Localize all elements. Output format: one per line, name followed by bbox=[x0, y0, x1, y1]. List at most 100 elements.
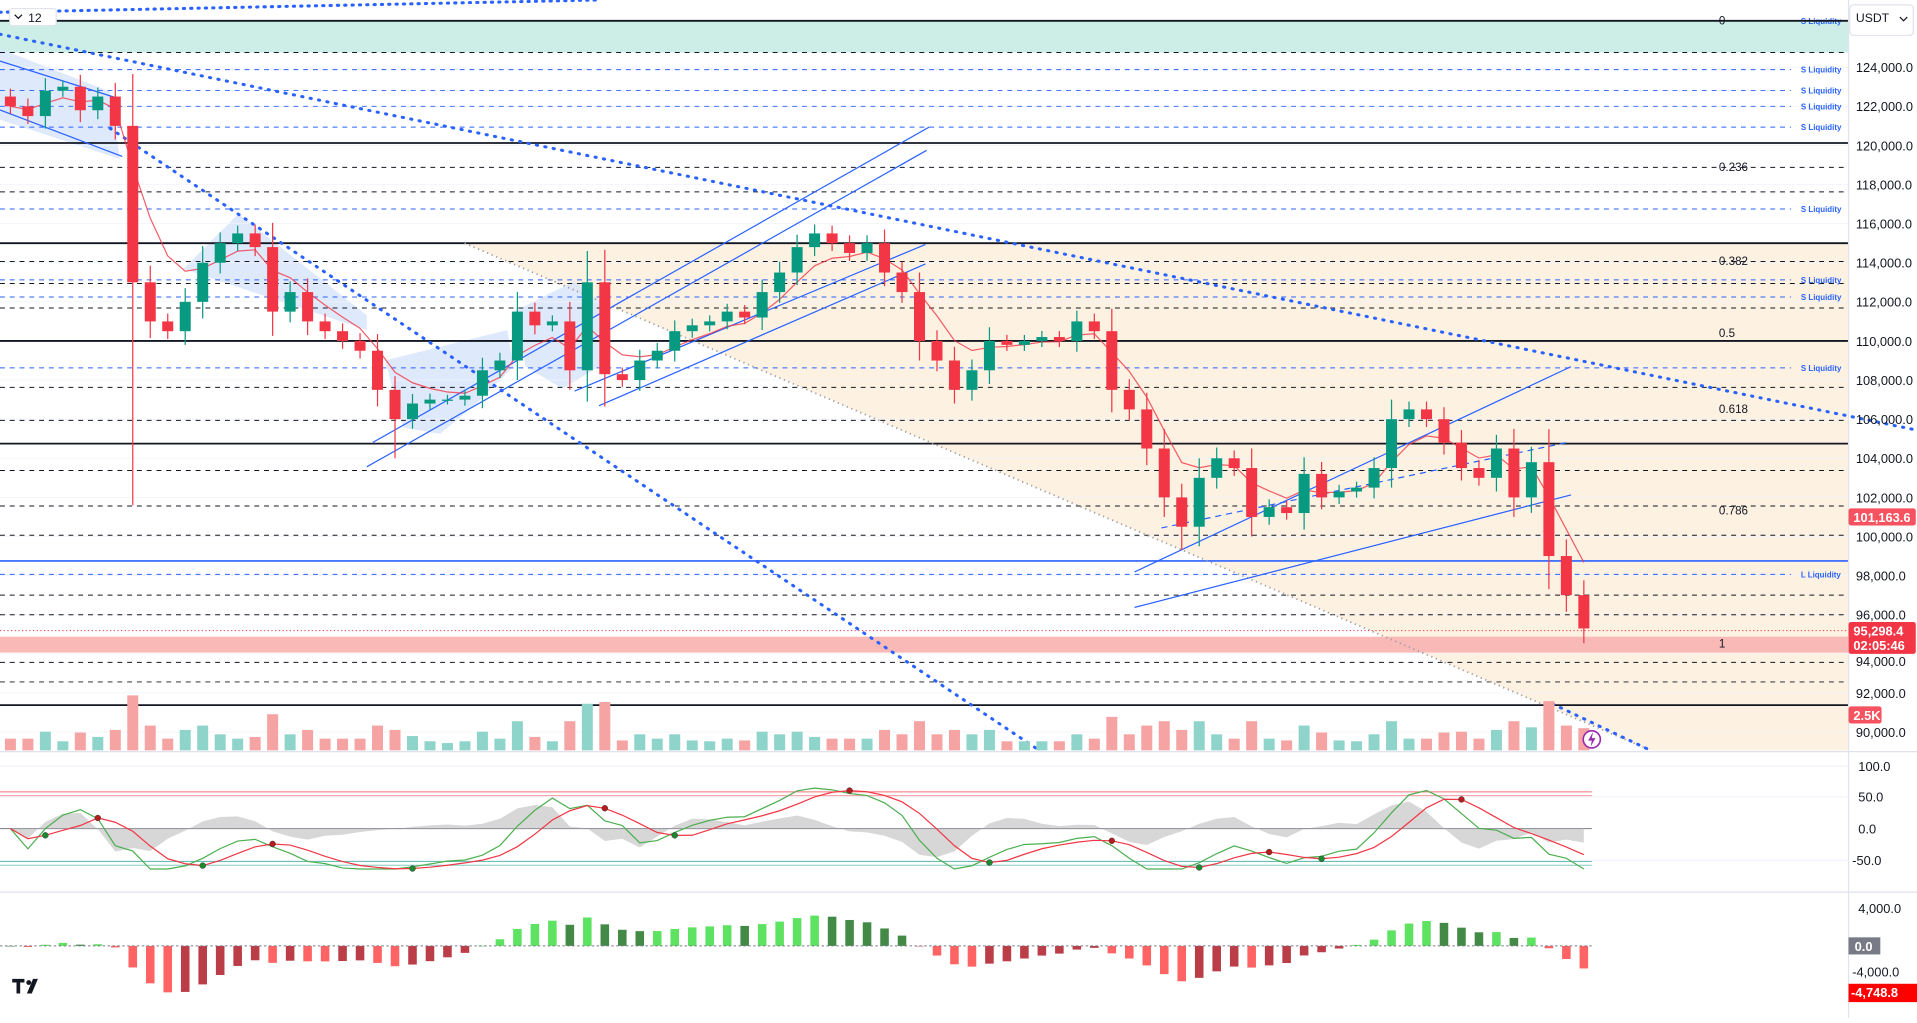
candle[interactable] bbox=[1578, 580, 1590, 644]
candle[interactable] bbox=[809, 224, 821, 257]
candle[interactable] bbox=[774, 261, 786, 303]
candle[interactable] bbox=[1263, 499, 1275, 525]
candle[interactable] bbox=[1525, 446, 1537, 513]
candle[interactable] bbox=[1141, 392, 1153, 466]
candle[interactable] bbox=[1298, 457, 1310, 530]
candle[interactable] bbox=[22, 98, 34, 124]
candle[interactable] bbox=[127, 74, 139, 506]
candle[interactable] bbox=[861, 235, 873, 261]
candle[interactable] bbox=[511, 292, 523, 381]
candle[interactable] bbox=[1001, 334, 1013, 351]
candle[interactable] bbox=[57, 80, 69, 97]
candle[interactable] bbox=[599, 249, 611, 407]
candle[interactable] bbox=[1316, 461, 1328, 510]
dotted-trendline-top[interactable] bbox=[0, 0, 601, 14]
candle[interactable] bbox=[1176, 483, 1188, 551]
channel-line-3[interactable] bbox=[574, 243, 926, 392]
candle[interactable] bbox=[1071, 310, 1083, 352]
candle[interactable] bbox=[1246, 448, 1258, 537]
currency-select[interactable] bbox=[1849, 4, 1914, 37]
candle[interactable] bbox=[844, 235, 856, 261]
candle[interactable] bbox=[966, 359, 978, 401]
candle[interactable] bbox=[1421, 401, 1433, 427]
candle[interactable] bbox=[302, 278, 314, 336]
candle[interactable] bbox=[4, 88, 16, 115]
candle[interactable] bbox=[791, 234, 803, 286]
candle[interactable] bbox=[826, 225, 838, 252]
candle[interactable] bbox=[616, 367, 628, 387]
candle[interactable] bbox=[284, 281, 296, 323]
candle[interactable] bbox=[948, 346, 960, 404]
channel-line-2[interactable] bbox=[372, 126, 930, 443]
dotted-trendline-support-end[interactable] bbox=[1551, 702, 1653, 752]
candle[interactable] bbox=[1053, 330, 1065, 348]
channel-line-4[interactable] bbox=[598, 263, 926, 407]
candle[interactable] bbox=[739, 304, 751, 325]
dotted-trendline-steep[interactable] bbox=[108, 126, 1041, 752]
candle[interactable] bbox=[1543, 429, 1555, 590]
candle[interactable] bbox=[529, 302, 541, 335]
candle[interactable] bbox=[1106, 308, 1118, 413]
candle[interactable] bbox=[896, 261, 908, 303]
candle[interactable] bbox=[494, 352, 506, 379]
candle[interactable] bbox=[704, 315, 716, 332]
candle[interactable] bbox=[1455, 430, 1467, 481]
candle[interactable] bbox=[879, 229, 891, 287]
candle[interactable] bbox=[983, 327, 995, 384]
candle[interactable] bbox=[1508, 428, 1520, 517]
candle[interactable] bbox=[459, 389, 471, 406]
candle[interactable] bbox=[581, 251, 593, 402]
candle[interactable] bbox=[1281, 500, 1293, 520]
candle[interactable] bbox=[721, 303, 733, 330]
candle[interactable] bbox=[1351, 481, 1363, 498]
candle[interactable] bbox=[441, 394, 453, 405]
candle[interactable] bbox=[319, 313, 331, 340]
candle[interactable] bbox=[92, 87, 104, 120]
candle[interactable] bbox=[372, 334, 384, 407]
candle[interactable] bbox=[756, 279, 768, 331]
candle[interactable] bbox=[144, 265, 156, 339]
candle[interactable] bbox=[249, 224, 261, 257]
right-channel-lower[interactable] bbox=[1134, 494, 1572, 608]
candle[interactable] bbox=[1368, 457, 1380, 499]
wedge-line-upper[interactable] bbox=[0, 60, 117, 99]
candle[interactable] bbox=[232, 225, 244, 252]
candle[interactable] bbox=[214, 232, 226, 274]
candle[interactable] bbox=[1386, 399, 1398, 488]
candle[interactable] bbox=[267, 222, 279, 336]
dotted-trendline-major[interactable] bbox=[0, 32, 1917, 432]
candle[interactable] bbox=[39, 78, 51, 129]
candle[interactable] bbox=[1403, 401, 1415, 427]
right-channel-upper[interactable] bbox=[1134, 366, 1572, 573]
candle[interactable] bbox=[651, 342, 663, 369]
candle[interactable] bbox=[669, 320, 681, 362]
candle[interactable] bbox=[389, 376, 401, 459]
candle[interactable] bbox=[1123, 379, 1135, 421]
candle[interactable] bbox=[686, 318, 698, 338]
candle[interactable] bbox=[1193, 458, 1205, 547]
candle[interactable] bbox=[1490, 434, 1502, 492]
candle[interactable] bbox=[1018, 334, 1030, 351]
candle[interactable] bbox=[337, 323, 349, 349]
candle[interactable] bbox=[1560, 539, 1572, 612]
price-axis[interactable]: 124,000.0 122,000.0 120,000.0 118,000.0 116,… bbox=[1856, 60, 1913, 740]
candle[interactable] bbox=[74, 74, 86, 123]
candle[interactable] bbox=[424, 393, 436, 410]
candle[interactable] bbox=[406, 393, 418, 429]
candle[interactable] bbox=[913, 272, 926, 361]
candle[interactable] bbox=[354, 333, 366, 359]
candle[interactable] bbox=[1473, 460, 1485, 486]
wedge-line-lower[interactable] bbox=[0, 109, 123, 157]
candle[interactable] bbox=[1036, 330, 1048, 348]
interval-dropdown[interactable] bbox=[9, 7, 57, 27]
candle[interactable] bbox=[476, 357, 488, 409]
candle[interactable] bbox=[564, 301, 576, 390]
candle[interactable] bbox=[1228, 450, 1240, 476]
candle[interactable] bbox=[109, 82, 121, 140]
candle[interactable] bbox=[179, 288, 191, 345]
candle[interactable] bbox=[162, 313, 174, 340]
candle[interactable] bbox=[197, 246, 209, 319]
candle[interactable] bbox=[1211, 447, 1223, 489]
